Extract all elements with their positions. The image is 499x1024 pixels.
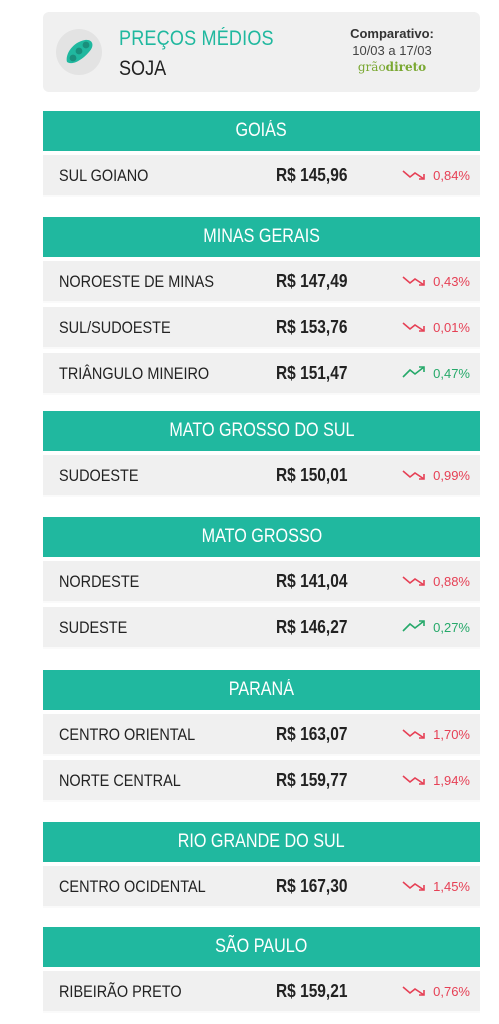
change-percent: 1,94% bbox=[433, 773, 470, 788]
change-percent: 0,99% bbox=[433, 468, 470, 483]
header-card: PREÇOS MÉDIOS SOJA Comparativo: 10/03 a … bbox=[43, 12, 480, 92]
price-value: R$ 159,77 bbox=[276, 770, 348, 790]
region-name: SUL GOIANO bbox=[59, 166, 149, 185]
region-name: TRIÂNGULO MINEIRO bbox=[59, 364, 210, 383]
state-header: MATO GROSSO DO SUL bbox=[43, 411, 480, 451]
price-row: CENTRO OCIDENTAL R$ 167,30 1,45% bbox=[43, 866, 480, 908]
price-row: NOROESTE DE MINAS R$ 147,49 0,43% bbox=[43, 261, 480, 303]
price-value: R$ 147,49 bbox=[276, 271, 348, 291]
state-header: MINAS GERAIS bbox=[43, 217, 480, 257]
region-name: NOROESTE DE MINAS bbox=[59, 272, 214, 291]
change-percent: 0,76% bbox=[433, 984, 470, 999]
price-row: TRIÂNGULO MINEIRO R$ 151,47 0,47% bbox=[43, 353, 480, 395]
state-section: PARANÁ CENTRO ORIENTAL R$ 163,07 1,70% NORTE… bbox=[43, 670, 480, 802]
trend-down-icon bbox=[402, 878, 430, 895]
state-section: RIO GRANDE DO SUL CENTRO OCIDENTAL R$ 167,… bbox=[43, 822, 480, 908]
state-section: MATO GROSSO NORDESTE R$ 141,04 0,88% SUDESTE… bbox=[43, 517, 480, 649]
state-name: MINAS GERAIS bbox=[203, 226, 320, 247]
brand-part-1: grão bbox=[357, 60, 386, 74]
period-text: 10/03 a 17/03 bbox=[352, 43, 432, 58]
price-value: R$ 151,47 bbox=[276, 363, 348, 383]
trend-up-icon bbox=[402, 365, 430, 382]
price-value: R$ 153,76 bbox=[276, 317, 348, 337]
comparativo-label: Comparativo: bbox=[350, 26, 434, 41]
region-name: SUDOESTE bbox=[59, 466, 139, 485]
change-indicator: 0,01% bbox=[402, 319, 470, 336]
region-name: SUL/SUDOESTE bbox=[59, 318, 171, 337]
price-row: SUDOESTE R$ 150,01 0,99% bbox=[43, 455, 480, 497]
region-name: CENTRO OCIDENTAL bbox=[59, 877, 206, 896]
state-section: MATO GROSSO DO SUL SUDOESTE R$ 150,01 0,99% bbox=[43, 411, 480, 497]
change-percent: 1,45% bbox=[433, 879, 470, 894]
state-name: PARANÁ bbox=[228, 679, 295, 700]
trend-up-icon bbox=[402, 619, 430, 636]
trend-down-icon bbox=[402, 772, 430, 789]
change-indicator: 0,88% bbox=[402, 573, 470, 590]
state-section: SÃO PAULO RIBEIRÃO PRETO R$ 159,21 0,76% bbox=[43, 927, 480, 1013]
state-header: PARANÁ bbox=[43, 670, 480, 710]
brand-part-2: direto bbox=[385, 60, 427, 74]
price-row: SUDESTE R$ 146,27 0,27% bbox=[43, 607, 480, 649]
price-row: NORDESTE R$ 141,04 0,88% bbox=[43, 561, 480, 603]
price-value: R$ 146,27 bbox=[276, 617, 348, 637]
price-value: R$ 145,96 bbox=[276, 165, 348, 185]
price-row: CENTRO ORIENTAL R$ 163,07 1,70% bbox=[43, 714, 480, 756]
region-name: NORTE CENTRAL bbox=[59, 771, 181, 790]
state-name: RIO GRANDE DO SUL bbox=[178, 831, 345, 852]
page-title: PREÇOS MÉDIOS bbox=[119, 27, 274, 50]
trend-down-icon bbox=[402, 467, 430, 484]
change-indicator: 0,84% bbox=[402, 167, 470, 184]
change-percent: 0,43% bbox=[433, 274, 470, 289]
state-header: SÃO PAULO bbox=[43, 927, 480, 967]
price-value: R$ 159,21 bbox=[276, 981, 348, 1001]
trend-down-icon bbox=[402, 726, 430, 743]
region-name: RIBEIRÃO PRETO bbox=[59, 982, 182, 1001]
change-percent: 0,47% bbox=[433, 366, 470, 381]
comparison-period: Comparativo: 10/03 a 17/03 grãodireto bbox=[337, 26, 447, 74]
soybean-icon bbox=[56, 29, 102, 75]
trend-down-icon bbox=[402, 319, 430, 336]
trend-down-icon bbox=[402, 983, 430, 1000]
price-row: SUL GOIANO R$ 145,96 0,84% bbox=[43, 155, 480, 197]
change-percent: 0,88% bbox=[433, 574, 470, 589]
price-value: R$ 141,04 bbox=[276, 571, 348, 591]
state-name: GOIÁS bbox=[235, 120, 288, 141]
trend-down-icon bbox=[402, 273, 430, 290]
state-name: MATO GROSSO DO SUL bbox=[168, 420, 355, 441]
change-indicator: 1,70% bbox=[402, 726, 470, 743]
change-percent: 1,70% bbox=[433, 727, 470, 742]
change-indicator: 0,99% bbox=[402, 467, 470, 484]
state-section: MINAS GERAIS NOROESTE DE MINAS R$ 147,49 0,… bbox=[43, 217, 480, 395]
price-row: SUL/SUDOESTE R$ 153,76 0,01% bbox=[43, 307, 480, 349]
change-indicator: 0,43% bbox=[402, 273, 470, 290]
trend-down-icon bbox=[402, 573, 430, 590]
commodity-name: SOJA bbox=[119, 57, 167, 80]
brand-logo: grãodireto bbox=[337, 60, 447, 74]
state-section: GOIÁS SUL GOIANO R$ 145,96 0,84% bbox=[43, 111, 480, 197]
region-name: CENTRO ORIENTAL bbox=[59, 725, 196, 744]
state-header: RIO GRANDE DO SUL bbox=[43, 822, 480, 862]
change-indicator: 0,27% bbox=[402, 619, 470, 636]
price-value: R$ 167,30 bbox=[276, 876, 348, 896]
change-indicator: 1,45% bbox=[402, 878, 470, 895]
price-value: R$ 163,07 bbox=[276, 724, 348, 744]
change-indicator: 0,47% bbox=[402, 365, 470, 382]
region-name: NORDESTE bbox=[59, 572, 140, 591]
trend-down-icon bbox=[402, 167, 430, 184]
change-indicator: 1,94% bbox=[402, 772, 470, 789]
state-name: SÃO PAULO bbox=[215, 936, 308, 957]
region-name: SUDESTE bbox=[59, 618, 128, 637]
price-row: NORTE CENTRAL R$ 159,77 1,94% bbox=[43, 760, 480, 802]
change-percent: 0,01% bbox=[433, 320, 470, 335]
change-indicator: 0,76% bbox=[402, 983, 470, 1000]
state-name: MATO GROSSO bbox=[201, 526, 322, 547]
state-header: GOIÁS bbox=[43, 111, 480, 151]
change-percent: 0,84% bbox=[433, 168, 470, 183]
state-header: MATO GROSSO bbox=[43, 517, 480, 557]
price-value: R$ 150,01 bbox=[276, 465, 348, 485]
price-row: RIBEIRÃO PRETO R$ 159,21 0,76% bbox=[43, 971, 480, 1013]
change-percent: 0,27% bbox=[433, 620, 470, 635]
